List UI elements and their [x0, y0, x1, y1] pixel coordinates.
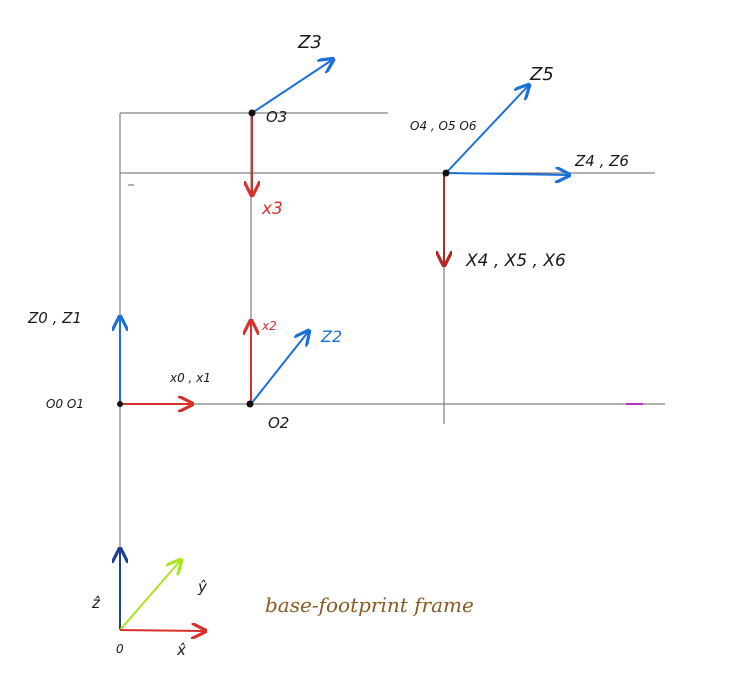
z3-axis-arrow — [251, 60, 332, 114]
y-hat-label: ŷ — [197, 578, 208, 596]
z2-axis-arrow — [250, 332, 308, 405]
frame-o2: x2 Z2 O2 — [246, 319, 342, 432]
x-hat-axis-arrow — [119, 630, 204, 631]
o4-o5-o6-label: O4 , O5 O6 — [410, 119, 477, 133]
o3-label: O3 — [266, 108, 287, 126]
z4-z6-axis-arrow — [445, 173, 568, 175]
z0-z1-label: Z0 , Z1 — [27, 309, 82, 327]
x3-label: x3 — [261, 199, 283, 219]
o0-o1-label: O0 O1 — [46, 397, 84, 411]
frame-o3: O3 Z3 x3 — [249, 32, 333, 219]
o0-point — [117, 401, 123, 407]
o2-label: O2 — [268, 414, 289, 432]
o3-point — [248, 109, 256, 117]
y-hat-axis-arrow — [119, 561, 180, 631]
z-hat-label: ẑ — [91, 594, 101, 612]
z5-label: Z5 — [529, 64, 554, 85]
o4-point — [442, 169, 450, 177]
x0-x1-label: x0 , x1 — [169, 371, 211, 385]
frame-o4-o5-o6: O4 , O5 O6 Z5 Z4 , Z6 X4 , X5 , X6 — [410, 64, 629, 271]
z2-label: Z2 — [320, 327, 342, 346]
frame-o0-o1: Z0 , Z1 O0 O1 x0 , x1 — [27, 309, 211, 411]
x4-x5-x6-label: X4 , X5 , X6 — [465, 251, 566, 271]
x-hat-label: x̂ — [176, 641, 186, 659]
z3-label: Z3 — [297, 32, 322, 53]
o2-point — [246, 400, 254, 408]
base-frame-caption: base-footprint frame — [265, 593, 474, 617]
origin-label: 0 — [116, 642, 124, 656]
z4-z6-label: Z4 , Z6 — [574, 152, 629, 170]
world-frame: ẑ ŷ x̂ 0 base-footprint frame — [91, 550, 474, 659]
z5-axis-arrow — [445, 86, 528, 174]
x2-label: x2 — [261, 319, 277, 333]
